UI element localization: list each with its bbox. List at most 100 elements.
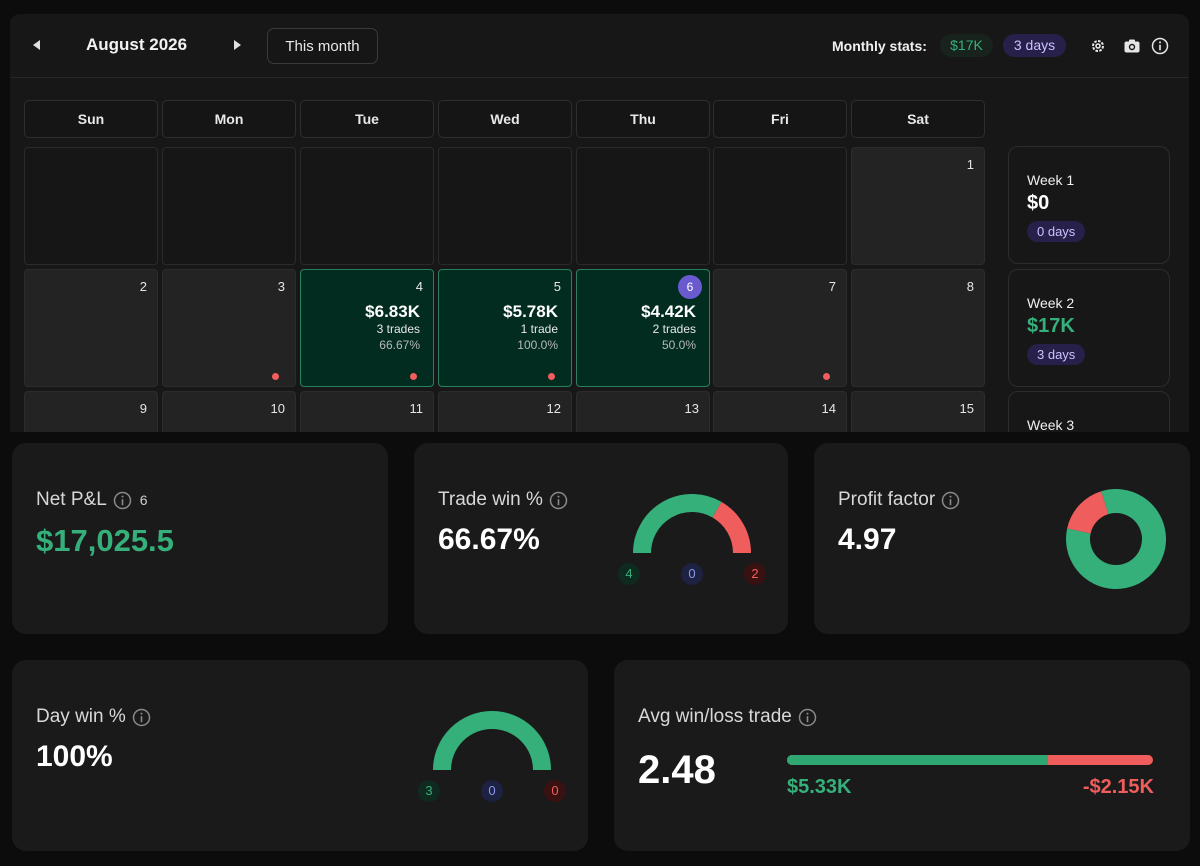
net-pnl-title-text: Net P&L (36, 489, 107, 510)
avg-loss-value: -$2.15K (1082, 776, 1154, 798)
day-number: 12 (546, 401, 561, 416)
day-number: 15 (959, 401, 974, 416)
today-day-number: 6 (678, 275, 702, 299)
week-days-badge: 0 days (1027, 221, 1086, 242)
avg-win-value: $5.33K (787, 776, 852, 798)
monthly-stats-label: Monthly stats: (832, 38, 927, 54)
calendar-day-cell[interactable]: 12 (438, 391, 572, 432)
week-label: Week 3 (1027, 417, 1075, 432)
this-month-button[interactable]: This month (267, 28, 378, 64)
day-win-card: Day win % 100% 3 0 0 (12, 660, 588, 851)
trade-win-title-text: Trade win % (438, 489, 543, 510)
calendar-empty-cell (24, 147, 158, 265)
day-number: 3 (277, 279, 285, 294)
calendar-day-cell[interactable]: 1 (851, 147, 985, 265)
day-win-rate: 66.67% (379, 338, 420, 352)
weekday-header: Mon (162, 100, 296, 138)
week-label: Week 2 (1027, 295, 1075, 311)
day-number: 10 (270, 401, 285, 416)
trade-gauge-wins-arc (633, 494, 722, 554)
note-dot (272, 373, 279, 380)
day-number: 14 (821, 401, 836, 416)
info-icon[interactable] (132, 708, 151, 727)
week-summary-card[interactable]: Week 3 (1008, 391, 1170, 432)
info-icon[interactable] (549, 491, 568, 510)
trade-win-value: 66.67% (438, 523, 540, 556)
day-number: 5 (553, 279, 561, 294)
calendar-day-cell[interactable]: 11 (300, 391, 434, 432)
calendar-day-cell[interactable]: 9 (24, 391, 158, 432)
monthly-pnl-badge: $17K (940, 34, 993, 57)
day-trade-count: 2 trades (652, 322, 696, 336)
note-dot (823, 373, 830, 380)
week-summary-card[interactable]: Week 1 $0 0 days (1008, 146, 1170, 264)
wins-count-badge: 3 (418, 780, 440, 802)
day-pnl: $4.42K (641, 302, 696, 321)
calendar-empty-cell (162, 147, 296, 265)
day-win-value: 100% (36, 740, 113, 773)
day-win-title: Day win % (36, 706, 151, 728)
day-number: 2 (139, 279, 147, 294)
day-number: 7 (828, 279, 836, 294)
calendar-day-cell[interactable]: 8 (851, 269, 985, 387)
trade-win-card: Trade win % 66.67% 4 0 2 (414, 443, 788, 634)
gear-icon[interactable] (1089, 37, 1107, 55)
weekday-header: Sat (851, 100, 985, 138)
info-icon[interactable] (941, 491, 960, 510)
month-title: August 2026 (86, 35, 188, 54)
calendar-day-cell[interactable]: 10 (162, 391, 296, 432)
trade-gauge-losses-arc (712, 501, 751, 554)
calendar-day-cell[interactable]: 13 (576, 391, 710, 432)
profit-factor-title-text: Profit factor (838, 489, 936, 510)
calendar-empty-cell (300, 147, 434, 265)
trade-count: 6 (139, 492, 148, 508)
profit-factor-donut (1066, 489, 1166, 589)
profit-factor-card: Profit factor 4.97 (814, 443, 1190, 634)
calendar-empty-cell (438, 147, 572, 265)
next-month-icon[interactable] (230, 36, 244, 54)
avg-win-loss-card: Avg win/loss trade 2.48 $5.33K -$2.15K (614, 660, 1190, 851)
camera-icon[interactable] (1123, 37, 1141, 55)
info-icon[interactable] (798, 708, 817, 727)
avg-win-loss-title: Avg win/loss trade (638, 706, 817, 728)
monthly-days-badge: 3 days (1003, 34, 1066, 57)
wins-count-badge: 4 (618, 563, 640, 585)
note-dot (410, 373, 417, 380)
info-icon[interactable] (113, 491, 132, 510)
avg-win-loss-title-text: Avg win/loss trade (638, 706, 792, 727)
net-pnl-value: $17,025.5 (36, 523, 174, 558)
calendar-day-cell[interactable]: 3 (162, 269, 296, 387)
day-trade-count: 1 trade (520, 322, 558, 336)
profit-factor-profit-segment (1066, 489, 1166, 589)
weekday-header: Sun (24, 100, 158, 138)
calendar-day-cell[interactable]: 7 (713, 269, 847, 387)
info-icon[interactable] (1151, 37, 1169, 55)
calendar-empty-cell (576, 147, 710, 265)
avg-win-loss-ratio: 2.48 (638, 748, 716, 792)
day-number: 8 (966, 279, 974, 294)
net-pnl-title: Net P&L 6 (36, 489, 148, 511)
calendar-day-cell[interactable]: 15 (851, 391, 985, 432)
weekday-header: Thu (576, 100, 710, 138)
day-number: 11 (409, 401, 424, 416)
net-pnl-card: Net P&L 6 $17,025.5 (12, 443, 388, 634)
weekday-header: Tue (300, 100, 434, 138)
day-win-title-text: Day win % (36, 706, 126, 727)
calendar-day-cell[interactable]: 14 (713, 391, 847, 432)
previous-month-icon[interactable] (30, 36, 44, 54)
day-number: 13 (684, 401, 699, 416)
calendar-trade-day-cell[interactable]: 6 $4.42K 2 trades 50.0% (576, 269, 710, 387)
calendar-trade-day-cell[interactable]: 5 $5.78K 1 trade 100.0% (438, 269, 572, 387)
weekday-header: Wed (438, 100, 572, 138)
calendar-day-cell[interactable]: 2 (24, 269, 158, 387)
day-number: 9 (139, 401, 147, 416)
calendar-panel: August 2026 This month Monthly stats: $1… (10, 14, 1189, 432)
calendar-trade-day-cell[interactable]: 4 $6.83K 3 trades 66.67% (300, 269, 434, 387)
trade-win-title: Trade win % (438, 489, 568, 511)
week-summary-card[interactable]: Week 2 $17K 3 days (1008, 269, 1170, 387)
win-loss-bar (787, 755, 1153, 765)
calendar-empty-cell (713, 147, 847, 265)
day-trade-count: 3 trades (376, 322, 420, 336)
profit-factor-title: Profit factor (838, 489, 960, 511)
weekday-header: Fri (713, 100, 847, 138)
